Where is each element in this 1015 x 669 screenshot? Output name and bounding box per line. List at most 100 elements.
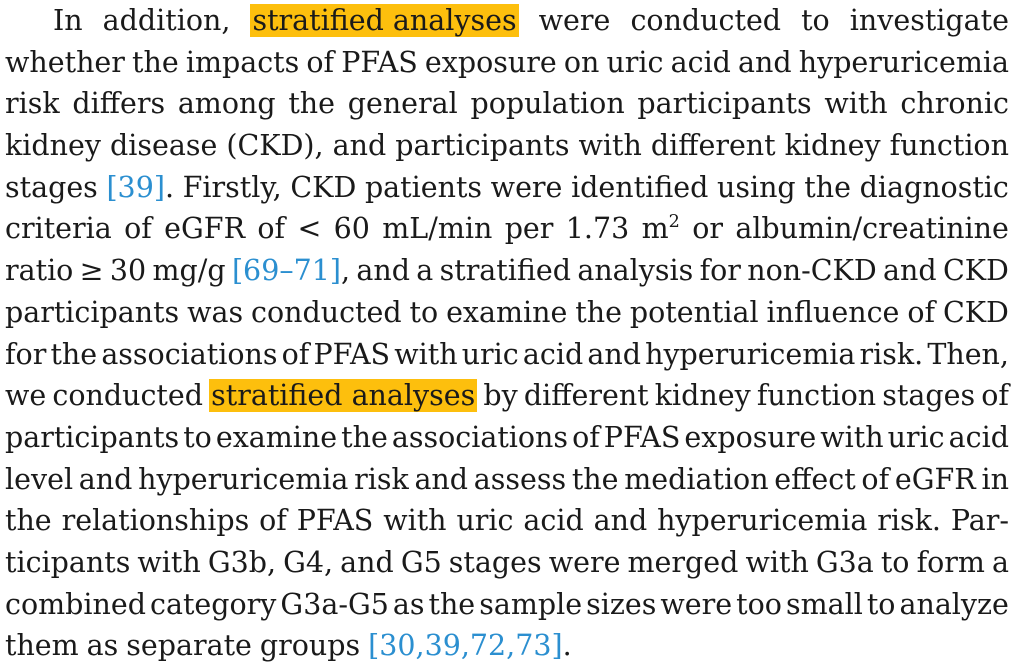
text-line: ticipants with G3b, G4, and G5 stages were merge… (5, 542, 1009, 584)
word: form (916, 545, 985, 579)
word: influence (766, 295, 900, 329)
word: risk (354, 462, 409, 496)
text-line: level and hyperuricemia risk and assess the med… (5, 459, 1009, 501)
word: impacts (185, 45, 300, 79)
body-paragraph: In addition, stratified analyses were conduc… (5, 0, 1009, 667)
word: hyperuricemia (138, 462, 349, 496)
word: ticipants (5, 545, 131, 579)
word: uric (461, 337, 519, 371)
word: potential (629, 295, 759, 329)
word: G4, (283, 545, 334, 579)
word: Then, (927, 337, 1009, 371)
word: by (483, 379, 518, 413)
word: with (578, 129, 642, 163)
word: among (177, 87, 276, 121)
word: PFAS (313, 337, 391, 371)
word: G3a (815, 545, 874, 579)
word: conducted (251, 295, 402, 329)
word: and (738, 45, 792, 79)
punctuation: . (562, 629, 572, 663)
word: the (341, 420, 388, 454)
word: 60 (333, 212, 370, 246)
word: and (356, 254, 410, 288)
word: G3a-G5 (280, 587, 389, 621)
highlighted-phrase: stratified analyses (250, 0, 519, 42)
word: different (523, 379, 649, 413)
word: 1.73 (565, 212, 630, 246)
word: CKD (290, 170, 357, 204)
word: with (745, 545, 809, 579)
word: mediation (624, 462, 769, 496)
citation-link[interactable]: [39] (106, 170, 165, 204)
word: investigate (849, 4, 1009, 37)
word: mL/min (382, 212, 493, 246)
word: different (650, 129, 776, 163)
word: hyperuricemia (645, 337, 856, 371)
word: acid (523, 504, 584, 538)
word: stages (882, 379, 976, 413)
word: associations (391, 420, 569, 454)
word: combined (5, 587, 146, 621)
word: to (183, 420, 212, 454)
word: acid (522, 337, 584, 371)
word: and (332, 129, 387, 163)
word: conducted (52, 379, 203, 413)
unit-with-exponent: m2 (642, 208, 680, 250)
word: Firstly, (182, 170, 282, 204)
word: and (414, 462, 469, 496)
word: of (257, 212, 286, 246)
word: with (820, 420, 884, 454)
word: them (5, 629, 79, 663)
word: eGFR (894, 462, 976, 496)
word: of (124, 212, 152, 246)
word: and (340, 545, 394, 579)
word: the (428, 587, 476, 621)
word: patients (364, 170, 483, 204)
word: (CKD), (226, 129, 324, 163)
citation: [39]. (106, 167, 174, 209)
word: of (861, 462, 890, 496)
word: < (297, 212, 322, 246)
word: were (538, 4, 611, 37)
word: ratio (5, 254, 74, 288)
word: exposure (684, 420, 817, 454)
text-line: combined category G3a-G5 as the sample sizes we… (5, 584, 1009, 626)
word: criteria (5, 212, 112, 246)
word: acid (670, 45, 731, 79)
word: kidney (5, 129, 101, 163)
text-line: ratio ≥30 mg/g [69–71], and a stratified analys… (5, 250, 1009, 292)
word: identified (571, 170, 709, 204)
word: or (692, 212, 723, 246)
word: CKD (942, 254, 1009, 288)
text-line: criteria of eGFR of <60 mL/min per 1.73 m2 or albu… (5, 208, 1009, 250)
word: with (824, 87, 888, 121)
word: for (5, 337, 47, 371)
word: was (187, 295, 244, 329)
exponent: 2 (668, 212, 680, 233)
text-line: we conducted stratified analyses by differen… (5, 375, 1009, 417)
word: and (593, 504, 648, 538)
word: whether (5, 45, 125, 79)
text-line: In addition, stratified analyses were conduc… (5, 0, 1009, 42)
word: groups (259, 629, 361, 663)
word: risk. (877, 504, 941, 538)
citation-link[interactable]: [30,39,72,73] (368, 629, 563, 663)
highlight-text: stratified analyses (250, 4, 519, 37)
word: were (490, 170, 563, 204)
word: to (866, 587, 896, 621)
text-line: risk differs among the general population part… (5, 83, 1009, 125)
text-line: them as separate groups [30,39,72,73]. (5, 625, 1009, 667)
word: function (889, 129, 1009, 163)
word: eGFR (164, 212, 246, 246)
highlight-text: stratified analyses (209, 379, 478, 413)
word: merged (627, 545, 739, 579)
word: too (736, 587, 782, 621)
word: CKD (942, 295, 1009, 329)
word: In (53, 4, 83, 37)
citation-link[interactable]: [69–71] (231, 254, 341, 288)
word: acid (948, 420, 1009, 454)
word: with (137, 545, 201, 579)
word: assess (473, 462, 567, 496)
word: were (548, 545, 621, 579)
